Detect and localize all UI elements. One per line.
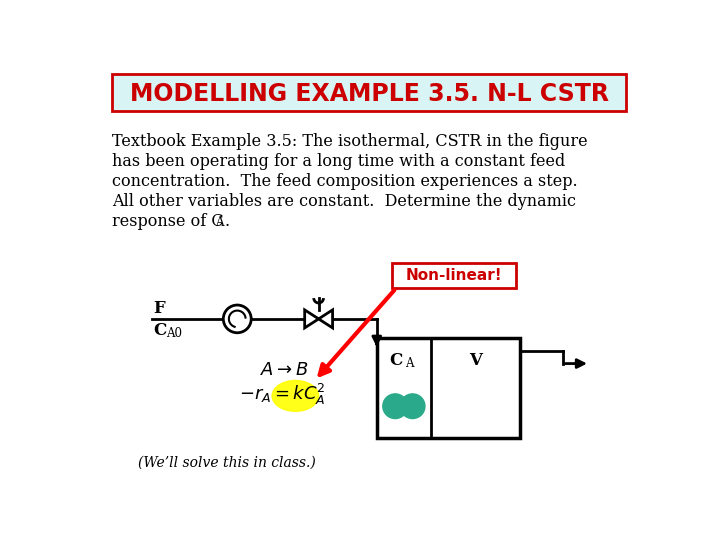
- Text: has been operating for a long time with a constant feed: has been operating for a long time with …: [112, 153, 565, 170]
- FancyBboxPatch shape: [112, 74, 626, 111]
- Text: A: A: [405, 356, 413, 369]
- Text: C: C: [153, 322, 167, 339]
- Text: $\mathit{A} \rightarrow \mathit{B}$: $\mathit{A} \rightarrow \mathit{B}$: [261, 361, 309, 379]
- FancyBboxPatch shape: [377, 338, 520, 438]
- Text: $-r_A = kC_A^2$: $-r_A = kC_A^2$: [239, 382, 325, 407]
- FancyBboxPatch shape: [392, 264, 516, 288]
- Ellipse shape: [272, 381, 319, 411]
- Text: MODELLING EXAMPLE 3.5. N-L CSTR: MODELLING EXAMPLE 3.5. N-L CSTR: [130, 82, 608, 106]
- Circle shape: [400, 394, 425, 418]
- Text: All other variables are constant.  Determine the dynamic: All other variables are constant. Determ…: [112, 193, 576, 210]
- Circle shape: [223, 305, 251, 333]
- Text: C: C: [390, 352, 402, 369]
- Text: A: A: [215, 217, 224, 230]
- Text: concentration.  The feed composition experiences a step.: concentration. The feed composition expe…: [112, 173, 577, 190]
- Text: V: V: [469, 352, 482, 369]
- Text: (We’ll solve this in class.): (We’ll solve this in class.): [138, 455, 316, 469]
- Text: response of C: response of C: [112, 213, 223, 230]
- Text: .: .: [224, 213, 229, 230]
- Text: F: F: [153, 300, 166, 318]
- Text: A0: A0: [166, 327, 182, 340]
- Text: Non-linear!: Non-linear!: [406, 268, 503, 284]
- Text: Textbook Example 3.5: The isothermal, CSTR in the figure: Textbook Example 3.5: The isothermal, CS…: [112, 132, 588, 150]
- Polygon shape: [305, 310, 319, 328]
- Circle shape: [383, 394, 408, 418]
- Polygon shape: [319, 310, 333, 328]
